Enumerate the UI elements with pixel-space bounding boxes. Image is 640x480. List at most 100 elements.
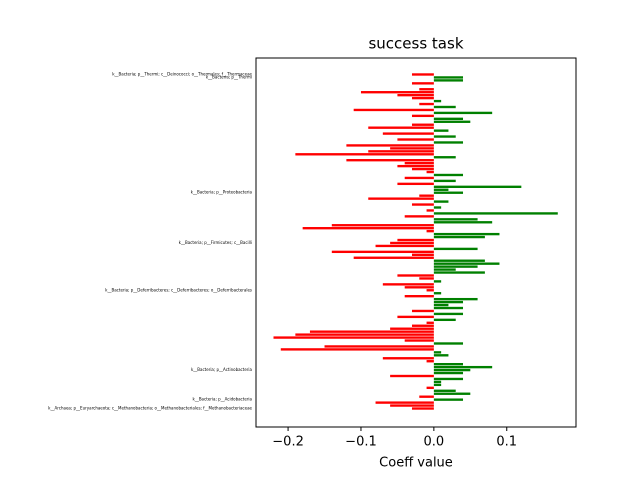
bar: [419, 88, 434, 91]
bar: [397, 93, 434, 97]
bar: [390, 404, 434, 407]
bar: [433, 105, 456, 109]
bar: [404, 176, 434, 180]
bar: [375, 244, 434, 248]
bar: [433, 265, 478, 268]
bar: [411, 73, 434, 76]
bar: [331, 250, 434, 254]
bar: [404, 295, 434, 298]
bar: [411, 253, 434, 256]
bar: [426, 170, 434, 174]
bar: [433, 129, 449, 132]
y-tick-label: k__Bacteria; p__Acidobacteria: [193, 397, 253, 402]
y-tick-label: k__Bacteria; p__Proteobacteria: [191, 190, 253, 195]
bar: [433, 200, 449, 203]
bar: [433, 312, 464, 316]
bar: [433, 235, 485, 239]
bar: [433, 292, 442, 295]
bar: [368, 197, 434, 200]
bar: [433, 111, 493, 115]
bar: [382, 132, 434, 135]
bar: [433, 262, 500, 265]
bar: [433, 117, 464, 121]
bar: [433, 259, 485, 262]
bar: [411, 114, 434, 118]
bar: [433, 120, 471, 123]
bar: [411, 407, 434, 410]
bar: [433, 268, 456, 271]
bar: [433, 303, 449, 307]
bar: [419, 102, 434, 106]
bar: [433, 280, 442, 283]
bar: [433, 371, 464, 375]
bar: [433, 383, 442, 387]
x-tick-label: −0.2: [272, 435, 304, 450]
bar: [411, 123, 434, 126]
bar: [433, 392, 471, 395]
bar: [404, 286, 434, 289]
bar: [433, 179, 456, 183]
bar: [426, 229, 434, 233]
bar: [433, 218, 478, 221]
bar: [280, 348, 434, 351]
bar: [433, 377, 464, 381]
bar: [433, 365, 493, 369]
y-tick-label: k__Archaea; p__Euryarchaeota; c__Methano…: [48, 406, 252, 411]
bar: [411, 309, 434, 313]
bar: [390, 241, 434, 245]
bar: [404, 215, 434, 218]
bar: [426, 360, 434, 363]
y-tick-label: k__Bacteria; p__Firmicutes; c__Bacilli: [179, 240, 252, 245]
bar: [433, 141, 464, 144]
bar: [360, 91, 434, 94]
x-tick-label: −0.1: [345, 435, 377, 450]
bar: [375, 401, 434, 404]
bar: [433, 232, 500, 236]
bar: [324, 345, 434, 348]
bar: [397, 238, 434, 242]
bar: [426, 209, 434, 212]
bar: [433, 318, 456, 322]
bar: [411, 324, 434, 327]
bar: [433, 398, 464, 401]
bar: [404, 161, 434, 165]
bar: [331, 224, 434, 227]
bar: [433, 191, 464, 194]
bar: [397, 315, 434, 319]
bar: [397, 182, 434, 186]
bar: [433, 79, 464, 82]
bar: [433, 306, 464, 310]
bar: [302, 227, 434, 230]
bar: [426, 321, 434, 324]
bar: [433, 135, 456, 138]
bar: [368, 126, 434, 129]
bar: [353, 256, 434, 259]
bar: [426, 386, 434, 390]
x-tick-label: 0.1: [496, 435, 517, 450]
bar: [433, 362, 464, 366]
bar: [433, 389, 456, 392]
plot-frame: [255, 57, 577, 428]
bar: [433, 247, 478, 251]
bar: [433, 156, 456, 159]
bar: [419, 395, 434, 398]
bar: [404, 339, 434, 342]
bar: [433, 351, 442, 354]
bar: [295, 153, 434, 156]
bar: [433, 221, 493, 224]
bar: [382, 283, 434, 286]
y-tick-label: k__Bacteria; p__Actinobacteria: [191, 367, 253, 372]
bar: [295, 333, 434, 336]
bar: [433, 300, 464, 304]
bar: [411, 82, 434, 85]
bar: [433, 99, 442, 103]
bar: [368, 150, 434, 153]
bar: [433, 188, 449, 191]
bar: [309, 330, 434, 333]
bar: [411, 96, 434, 100]
bar: [433, 76, 464, 79]
y-tick-label: k__Bacteria; p__Deferribacteres; c__Defe…: [105, 287, 252, 292]
y-tick-label: k__Bacteria; p__Thermi: [206, 74, 252, 79]
